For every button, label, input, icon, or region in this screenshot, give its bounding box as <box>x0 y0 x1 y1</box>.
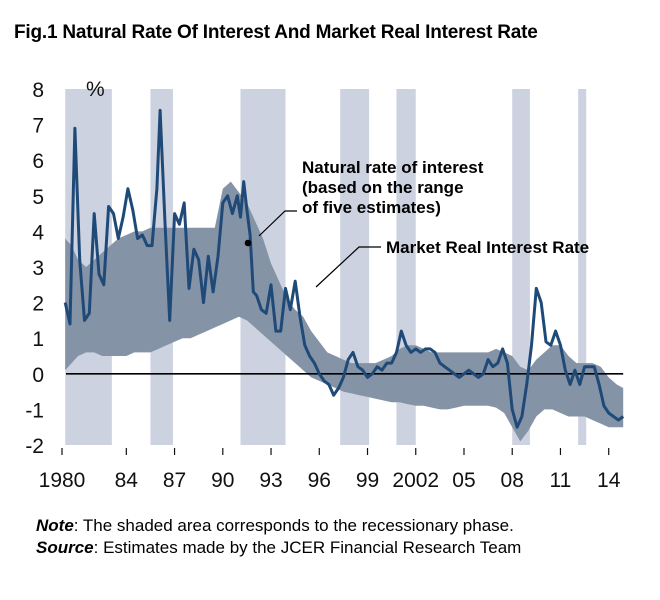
y-tick-label-4: 4 <box>32 221 44 244</box>
x-tick-label-7: 2002 <box>392 469 439 492</box>
market-rate-line-group <box>63 108 625 429</box>
y-tick-label-2: 6 <box>32 150 44 173</box>
y-tick-label-5: 3 <box>32 257 44 280</box>
market-rate-line <box>63 108 625 429</box>
natural-rate-band <box>65 181 624 442</box>
x-tick-label-4: 93 <box>259 469 282 492</box>
annotation-market-rate-leader <box>315 246 381 288</box>
source-text: : Estimates made by the JCER Financial R… <box>93 538 522 557</box>
annotation-natural-rate-line-2: of five estimates) <box>302 198 441 217</box>
natural-rate-band-group <box>65 181 624 442</box>
annotation-natural-rate-line-0: Natural rate of interest <box>302 158 484 177</box>
note-label: Note <box>36 516 74 535</box>
x-tick-label-3: 90 <box>211 469 234 492</box>
x-tick-label-9: 08 <box>501 469 524 492</box>
y-tick-label-7: 1 <box>32 328 44 351</box>
annotation-group: Natural rate of interest(based on the ra… <box>244 158 589 288</box>
x-tick-label-8: 05 <box>452 469 475 492</box>
annotation-natural-rate-leader <box>258 210 297 237</box>
x-tick-label-11: 14 <box>597 469 621 492</box>
x-tick-label-5: 96 <box>308 469 331 492</box>
x-tick-label-0: 1980 <box>39 469 86 492</box>
note-line: Note: The shaded area corresponds to the… <box>36 515 521 537</box>
chart-title: Fig.1 Natural Rate Of Interest And Marke… <box>14 22 538 43</box>
source-label: Source <box>36 538 94 557</box>
x-tick-label-6: 99 <box>356 469 379 492</box>
notes-block: Note: The shaded area corresponds to the… <box>36 515 521 559</box>
recession-shade-5 <box>512 89 530 445</box>
x-tick-label-1: 84 <box>115 469 139 492</box>
recession-shade-6 <box>578 89 587 445</box>
x-tick-label-10: 11 <box>550 469 572 492</box>
annotation-natural-rate-dot <box>244 239 252 247</box>
y-tick-label-10: -2 <box>25 435 44 458</box>
source-line: Source: Estimates made by the JCER Finan… <box>36 537 521 559</box>
y-tick-label-8: 0 <box>32 364 44 387</box>
x-tick-label-2: 87 <box>163 469 186 492</box>
y-tick-label-6: 2 <box>32 293 44 316</box>
y-tick-label-9: -1 <box>25 399 44 422</box>
y-unit-label: % <box>86 78 105 101</box>
y-tick-label-3: 5 <box>32 186 44 209</box>
note-text: : The shaded area corresponds to the rec… <box>73 516 514 535</box>
y-tick-label-0: 8 <box>32 79 44 102</box>
y-tick-label-1: 7 <box>32 115 44 138</box>
annotation-natural-rate-line-1: (based on the range <box>302 178 464 197</box>
annotation-market-rate-label: Market Real Interest Rate <box>386 238 589 257</box>
